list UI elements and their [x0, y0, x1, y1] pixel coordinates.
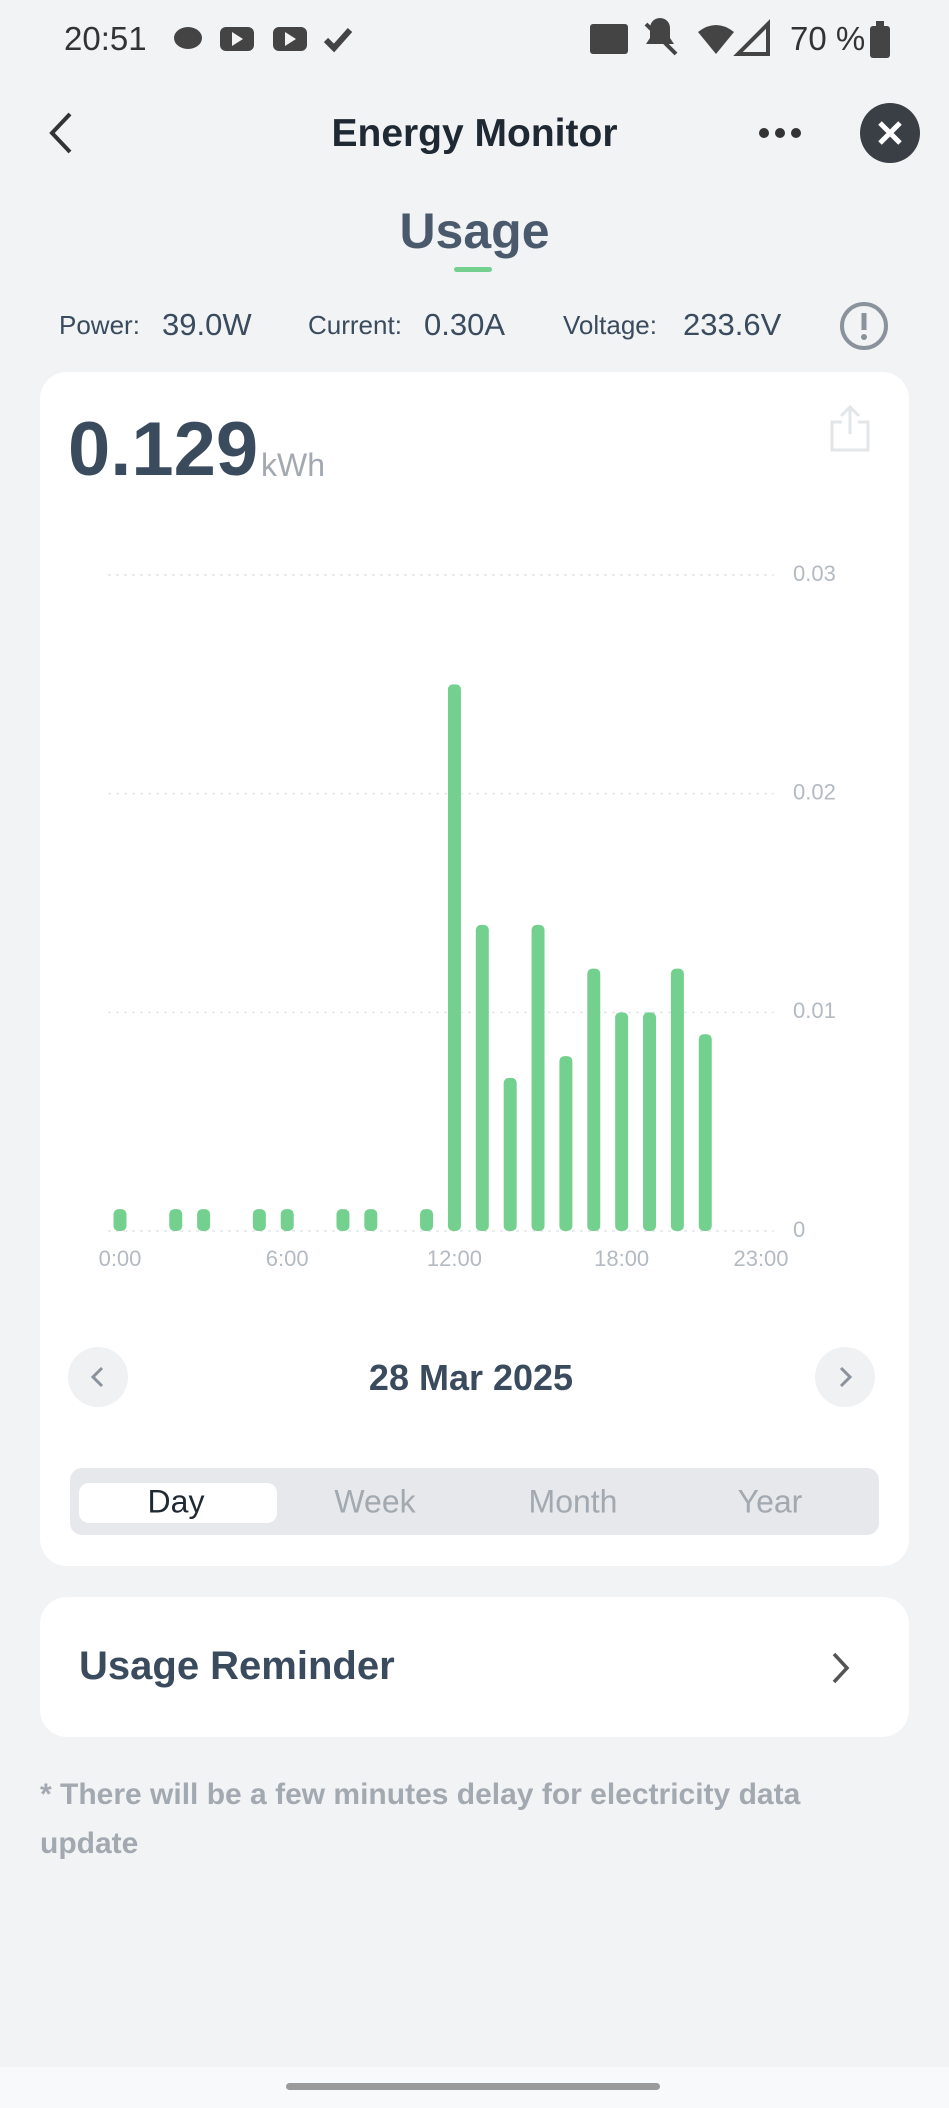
x-tick-label: 12:00 — [427, 1246, 482, 1271]
bar — [698, 1034, 712, 1231]
status-time: 20:51 — [64, 20, 147, 57]
bar — [447, 684, 461, 1231]
bar — [559, 1056, 573, 1231]
next-date-button[interactable] — [815, 1347, 875, 1407]
prev-date-button[interactable] — [68, 1347, 128, 1407]
close-button[interactable] — [860, 103, 920, 163]
stat-value: 39.0W — [162, 307, 252, 342]
usage-unit: kWh — [261, 447, 325, 483]
total-usage: 0.129 — [68, 407, 259, 492]
y-tick-label: 0.02 — [793, 779, 836, 804]
bar — [503, 1077, 517, 1231]
bar — [252, 1209, 266, 1231]
stat-value: 0.30A — [424, 307, 506, 342]
stat-label: Power: — [59, 310, 140, 340]
stat-label: Current: — [308, 310, 402, 340]
bar — [169, 1209, 183, 1231]
x-tick-label: 23:00 — [733, 1246, 788, 1271]
battery-icon — [870, 21, 890, 58]
bar — [113, 1209, 127, 1231]
bar — [615, 1012, 629, 1231]
period-selected — [79, 1483, 277, 1523]
bar — [280, 1209, 294, 1231]
period-tab[interactable]: Day — [147, 1483, 205, 1520]
x-tick-label: 0:00 — [99, 1246, 142, 1271]
footnote: * There will be a few minutes delay for … — [40, 1778, 801, 1860]
reminder-title: Usage Reminder — [79, 1644, 395, 1688]
more-button[interactable] — [756, 120, 806, 146]
y-tick-label: 0.01 — [793, 998, 836, 1023]
page-title: Energy Monitor — [331, 112, 618, 155]
bar — [643, 1012, 657, 1231]
bar — [336, 1209, 350, 1231]
bar — [420, 1209, 434, 1231]
status-right-icons — [590, 18, 770, 56]
y-tick-label: 0 — [793, 1217, 805, 1242]
bar — [364, 1209, 378, 1231]
reminder-card[interactable] — [40, 1597, 909, 1737]
reminder-chevron — [832, 1652, 850, 1684]
y-tick-label: 0.03 — [793, 561, 836, 586]
period-tab[interactable]: Month — [528, 1483, 618, 1520]
period-tab[interactable]: Week — [334, 1483, 416, 1520]
chart: 0 0.01 0.02 0.03 0:00 6:00 12:00 18:00 23:00 — [99, 561, 836, 1271]
bar — [587, 968, 601, 1231]
date-label: 28 Mar 2025 — [368, 1357, 574, 1398]
period-tab[interactable]: Year — [737, 1483, 803, 1520]
info-button[interactable] — [839, 301, 889, 351]
x-tick-label: 6:00 — [266, 1246, 309, 1271]
usage-card — [40, 372, 909, 1566]
share-button[interactable] — [828, 404, 872, 454]
usage-tab[interactable]: Usage — [399, 203, 550, 259]
tab-indicator — [454, 267, 492, 272]
stat-value: 233.6V — [683, 307, 782, 342]
x-tick-label: 18:00 — [594, 1246, 649, 1271]
bar — [197, 1209, 211, 1231]
bar — [670, 968, 684, 1231]
bar — [475, 924, 489, 1231]
battery-level: 70 % — [790, 20, 866, 57]
status-icons — [174, 27, 353, 53]
bar — [531, 924, 545, 1231]
stat-label: Voltage: — [563, 310, 657, 340]
gesture-bar[interactable] — [286, 2083, 660, 2090]
back-button[interactable] — [44, 110, 78, 156]
